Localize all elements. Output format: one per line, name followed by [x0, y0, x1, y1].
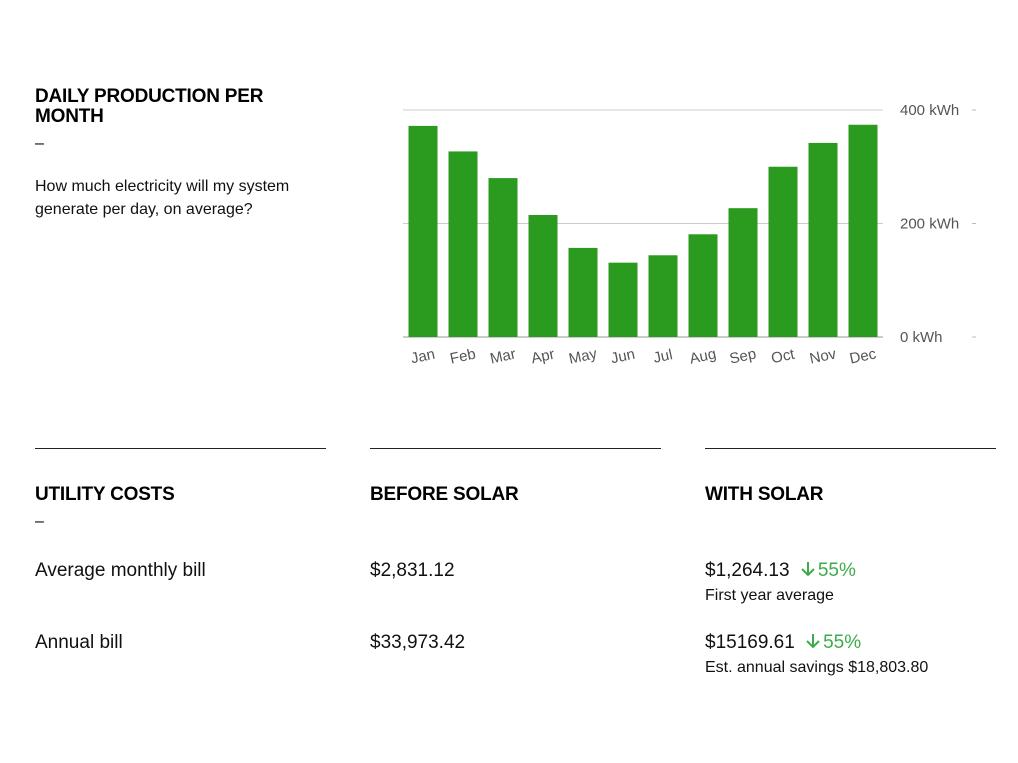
- chart-gridlines: [403, 109, 976, 338]
- with-solar-header: WITH SOLAR: [705, 484, 824, 505]
- utility-costs-title: UTILITY COSTS: [35, 484, 175, 505]
- chart-x-tick-label: Nov: [808, 345, 838, 367]
- monthly-bill-note: First year average: [705, 587, 834, 604]
- chart-bar-mar: [488, 178, 518, 337]
- chart-bar-nov: [808, 142, 838, 337]
- chart-x-tick-label: Jan: [409, 346, 436, 368]
- chart-x-tick-label: Sep: [728, 345, 758, 367]
- annual-bill-with-cell: $15169.61 55%: [705, 632, 861, 654]
- chart-x-tick-label: May: [567, 345, 599, 368]
- chart-x-tick-label: Jun: [609, 346, 636, 368]
- divider-rule-with: [705, 448, 996, 449]
- utility-costs-dash: –: [35, 513, 44, 530]
- production-title-dash: –: [35, 135, 44, 152]
- arrow-down-icon: [801, 632, 820, 653]
- annual-bill-note: Est. annual savings $18,803.80: [705, 659, 929, 676]
- chart-x-tick-label: Apr: [530, 346, 556, 367]
- chart-y-labels: 0 kWh 200 kWh 400 kWh: [900, 102, 959, 346]
- chart-bar-may: [568, 247, 598, 337]
- monthly-bill-with-cell: $1,264.13 55%: [705, 560, 856, 582]
- production-bar-chart: Jan Feb Mar Apr May Jun Jul Aug Sep Oct Nov Dec 0 k…: [403, 102, 976, 368]
- annual-bill-with-value: $15169.61: [705, 632, 795, 653]
- chart-bar-apr: [528, 214, 558, 337]
- chart-x-tick-label: Jul: [652, 346, 674, 367]
- chart-y-tick-label: 200 kWh: [900, 216, 959, 233]
- chart-bar-sep: [728, 208, 758, 337]
- arrow-down-icon: [796, 560, 815, 581]
- production-question: How much electricity will my system gene…: [35, 178, 290, 218]
- chart-x-tick-label: Dec: [848, 345, 878, 367]
- chart-bar-jul: [648, 255, 678, 337]
- chart-x-labels: Jan Feb Mar Apr May Jun Jul Aug Sep Oct Nov Dec: [409, 345, 878, 368]
- chart-bar-feb: [448, 151, 478, 337]
- annual-bill-label: Annual bill: [35, 632, 123, 653]
- production-title: DAILY PRODUCTION PER MONTH: [35, 86, 264, 127]
- monthly-bill-savings-percent: 55%: [817, 560, 856, 581]
- chart-y-tick-label: 400 kWh: [900, 102, 959, 119]
- annual-bill-savings-percent: 55%: [823, 632, 862, 653]
- annual-bill-before-value: $33,973.42: [370, 632, 466, 653]
- before-solar-header: BEFORE SOLAR: [370, 484, 519, 505]
- divider-rule-costs: [35, 448, 326, 449]
- divider-rule-before: [370, 448, 661, 449]
- monthly-bill-label: Average monthly bill: [35, 560, 206, 581]
- monthly-bill-with-value: $1,264.13: [705, 560, 790, 581]
- chart-bar-jan: [408, 125, 438, 337]
- chart-bars: [408, 124, 878, 337]
- chart-bar-aug: [688, 234, 718, 337]
- chart-bar-oct: [768, 166, 798, 337]
- chart-x-tick-label: Mar: [488, 346, 517, 368]
- chart-x-tick-label: Oct: [770, 346, 797, 368]
- monthly-bill-before-value: $2,831.12: [370, 560, 455, 581]
- chart-bar-jun: [608, 262, 638, 337]
- chart-y-tick-label: 0 kWh: [900, 329, 943, 346]
- chart-bar-dec: [848, 124, 878, 337]
- chart-x-tick-label: Aug: [688, 345, 718, 367]
- chart-x-tick-label: Feb: [448, 346, 477, 368]
